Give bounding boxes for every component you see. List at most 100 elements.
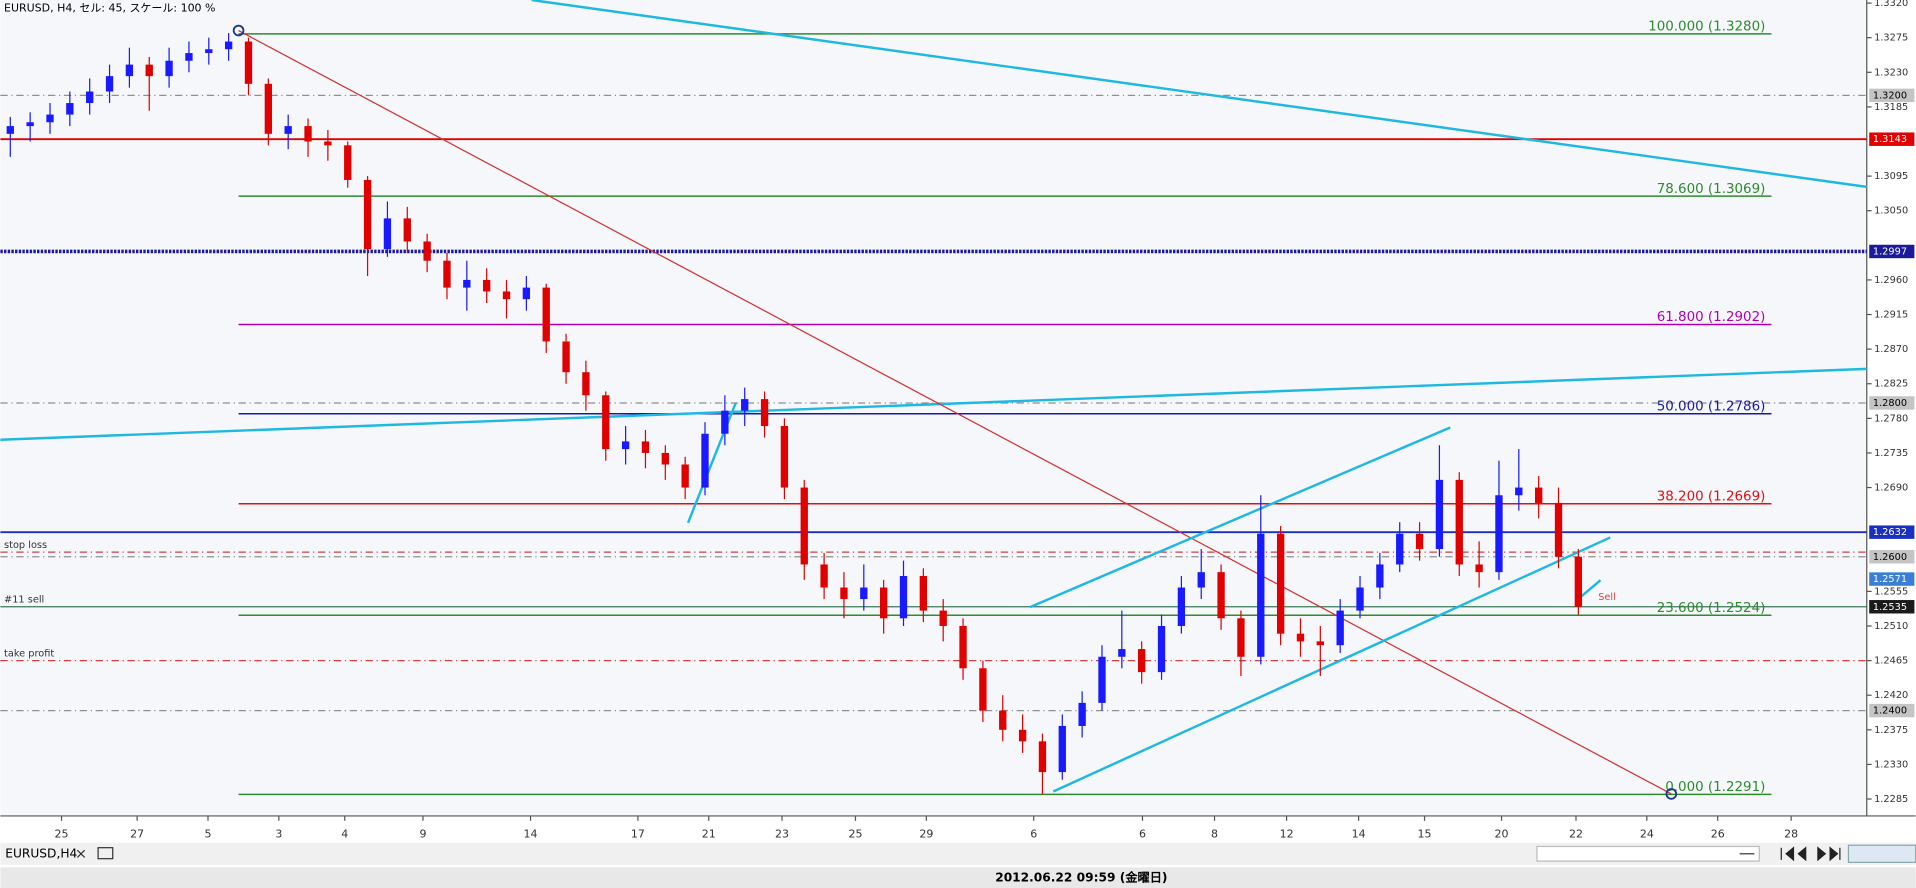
candle-body bbox=[1018, 729, 1027, 742]
candle-body bbox=[899, 575, 908, 619]
chart-tab[interactable]: EURUSD,H4 bbox=[5, 846, 77, 860]
price-tag-label: 1.3200 bbox=[1873, 90, 1907, 101]
fib-label: 61.800 (1.2902) bbox=[1657, 310, 1766, 325]
candle-body bbox=[502, 291, 511, 300]
candle-body bbox=[363, 179, 372, 250]
order-label: stop loss bbox=[4, 540, 47, 551]
tab-bar bbox=[0, 842, 1916, 865]
x-tick-label: 24 bbox=[1640, 827, 1654, 840]
candle-body bbox=[1038, 741, 1047, 773]
candle-body bbox=[463, 279, 471, 288]
candle-body bbox=[1217, 572, 1225, 619]
candle-body bbox=[66, 103, 74, 115]
x-tick-label: 25 bbox=[55, 827, 69, 840]
plot-background bbox=[0, 0, 1866, 816]
trend-line bbox=[0, 367, 1867, 441]
x-tick-label: 15 bbox=[1418, 827, 1432, 840]
y-tick-label: 1.3275 bbox=[1874, 33, 1908, 44]
candle-body bbox=[46, 114, 54, 123]
x-tick-label: 9 bbox=[419, 827, 426, 840]
price-tag bbox=[1869, 396, 1915, 410]
candle-body bbox=[1376, 564, 1384, 588]
y-tick-label: 1.3050 bbox=[1874, 206, 1908, 217]
candle-body bbox=[602, 395, 610, 450]
x-tick-label: 21 bbox=[702, 827, 716, 840]
candle-body bbox=[244, 41, 253, 84]
candle-body bbox=[1574, 556, 1583, 607]
candle-body bbox=[86, 91, 94, 104]
chart-header: EURUSD, H4, セル: 45, スケール: 100 % bbox=[4, 2, 215, 15]
candle-body bbox=[1276, 533, 1285, 634]
price-tag bbox=[1869, 550, 1915, 564]
candle-body bbox=[800, 487, 808, 565]
candle-body bbox=[621, 441, 630, 450]
candle-body bbox=[641, 441, 650, 453]
x-tick-label: 14 bbox=[524, 827, 538, 840]
candle-body bbox=[661, 452, 669, 465]
candle-body bbox=[1237, 618, 1245, 657]
price-tag-label: 1.2632 bbox=[1873, 527, 1907, 538]
y-tick-label: 1.2735 bbox=[1874, 448, 1908, 459]
nav-buttons[interactable] bbox=[1780, 846, 1841, 862]
candle-body bbox=[125, 64, 134, 77]
x-tick-label: 25 bbox=[848, 827, 862, 840]
price-tag bbox=[1869, 600, 1915, 614]
trend-line bbox=[238, 29, 1672, 795]
zoom-button[interactable] bbox=[1847, 844, 1916, 863]
price-tag bbox=[1869, 572, 1915, 586]
y-tick-label: 1.3185 bbox=[1874, 102, 1908, 113]
price-tag-label: 1.2800 bbox=[1873, 398, 1907, 409]
y-tick-label: 1.3320 bbox=[1874, 0, 1908, 9]
candle-body bbox=[1118, 649, 1126, 657]
channel-line bbox=[1052, 536, 1611, 793]
axes: 1.3320 1.3275 1.3230 1.3185 1.3095 1.3050 1.29… bbox=[55, 0, 1915, 840]
x-tick-label: 14 bbox=[1352, 827, 1366, 840]
trend-line bbox=[531, 0, 1867, 189]
candle-body bbox=[919, 575, 928, 611]
candle-body bbox=[1495, 495, 1503, 573]
candle-body bbox=[324, 141, 332, 146]
candle-body bbox=[1177, 587, 1186, 626]
tab-close-icon[interactable] bbox=[76, 849, 86, 858]
candle-body bbox=[304, 126, 312, 142]
candle-body bbox=[701, 433, 709, 488]
candle-body bbox=[1455, 479, 1463, 565]
candle-body bbox=[26, 122, 34, 127]
y-tick-label: 1.2780 bbox=[1874, 413, 1908, 424]
candle-body bbox=[681, 464, 689, 488]
y-tick-label: 1.2330 bbox=[1874, 759, 1908, 770]
x-tick-label: 23 bbox=[775, 827, 789, 840]
x-tick-label: 12 bbox=[1280, 827, 1294, 840]
y-tick-label: 1.2420 bbox=[1874, 690, 1908, 701]
scrollbar[interactable] bbox=[1536, 845, 1760, 862]
price-tag-label: 1.2997 bbox=[1873, 246, 1907, 257]
candle-body bbox=[522, 287, 531, 300]
candle-body bbox=[1316, 641, 1324, 646]
order-label: #11 sell bbox=[4, 594, 44, 605]
fib-label: 100.000 (1.3280) bbox=[1648, 20, 1765, 35]
x-tick-label: 4 bbox=[341, 827, 348, 840]
candle-body bbox=[1475, 564, 1483, 573]
candle-body bbox=[1554, 502, 1563, 557]
tab-window-icon[interactable] bbox=[97, 847, 114, 860]
y-tick-label: 1.3230 bbox=[1874, 67, 1908, 78]
candle-body bbox=[1098, 656, 1106, 703]
candle-body bbox=[264, 83, 273, 134]
candles: Sell bbox=[6, 33, 1616, 795]
price-tag-label: 1.2600 bbox=[1873, 552, 1907, 563]
candle-body bbox=[205, 49, 213, 54]
y-tick-label: 1.2285 bbox=[1874, 794, 1908, 805]
candle-body bbox=[443, 260, 451, 288]
candle-body bbox=[1356, 587, 1364, 611]
levels: stop loss #11 sell take profit 100.000 (1.3… bbox=[0, 20, 1867, 796]
y-tick-label: 1.2825 bbox=[1874, 379, 1908, 390]
candle-body bbox=[820, 564, 828, 588]
x-tick-label: 17 bbox=[631, 827, 645, 840]
fib-label: 23.600 (1.2524) bbox=[1657, 601, 1766, 616]
anchor-point bbox=[1665, 788, 1678, 800]
candle-body bbox=[165, 60, 173, 77]
fib-label: 38.200 (1.2669) bbox=[1657, 489, 1766, 504]
x-tick-label: 27 bbox=[130, 827, 144, 840]
order-label: take profit bbox=[4, 648, 54, 659]
